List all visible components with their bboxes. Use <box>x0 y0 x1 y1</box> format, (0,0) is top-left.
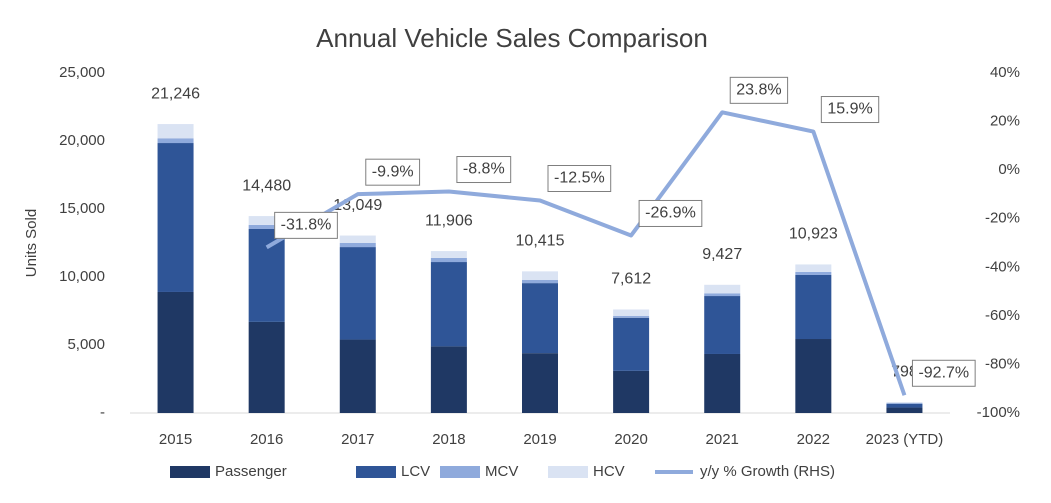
legend-label: y/y % Growth (RHS) <box>700 463 835 480</box>
bar-segment <box>613 317 650 371</box>
data-label: -12.5% <box>554 170 605 187</box>
x-tick-label: 2020 <box>614 431 647 448</box>
data-label-box <box>729 76 789 104</box>
y-tick-label: 5,000 <box>67 336 105 353</box>
x-tick-label: 2021 <box>706 431 739 448</box>
total-label: 7,612 <box>611 271 651 288</box>
data-label: -8.8% <box>463 161 505 178</box>
total-label: 21,246 <box>151 85 200 102</box>
data-label-box <box>456 156 512 184</box>
legend-swatch <box>548 466 588 478</box>
bar-segment <box>886 403 923 408</box>
bar-segment <box>704 293 741 297</box>
bar-segment <box>248 216 285 225</box>
bar-segment <box>339 247 376 340</box>
x-tick-label: 2019 <box>523 431 556 448</box>
bar-segment <box>248 228 285 322</box>
legend-swatch <box>440 466 480 478</box>
bar-segment <box>522 279 558 284</box>
bar-segment <box>886 402 923 404</box>
data-label: -92.7% <box>918 364 969 381</box>
data-label-box <box>638 199 703 227</box>
data-label: 23.8% <box>736 82 781 99</box>
chart-title: Annual Vehicle Sales Comparison <box>316 23 708 53</box>
bar-segment <box>886 407 923 413</box>
bar-segment <box>248 224 285 229</box>
total-label: 10,923 <box>789 226 838 243</box>
y-tick-label: - <box>100 404 105 421</box>
data-label-box <box>820 96 880 124</box>
y-tick-label: 25,000 <box>59 64 105 81</box>
data-label: -31.8% <box>281 217 332 234</box>
x-tick-label: 2022 <box>797 431 830 448</box>
bar-segment <box>522 353 558 413</box>
bar-segment <box>339 339 376 413</box>
bar-segment <box>157 143 194 292</box>
bar-segment <box>522 283 558 354</box>
bar-segment <box>613 316 650 318</box>
growth-line <box>265 110 907 396</box>
y-axis-title: Units Sold <box>23 209 40 277</box>
bar-segment <box>704 353 741 413</box>
y2-tick-label: 20% <box>990 113 1020 130</box>
bar-segment <box>613 309 650 317</box>
bar-segment <box>430 262 467 347</box>
data-label: 15.9% <box>827 101 872 118</box>
y-tick-label: 10,000 <box>59 268 105 285</box>
total-label: 10,415 <box>516 233 565 250</box>
legend-label: MCV <box>485 463 518 480</box>
legend-label: LCV <box>401 463 430 480</box>
total-label: 11,906 <box>425 212 473 229</box>
bar-segment <box>157 124 194 139</box>
bar-segment <box>339 235 376 243</box>
data-label-box <box>911 359 976 387</box>
bar-segment <box>430 251 467 258</box>
bar-segment <box>248 321 285 413</box>
x-tick-label: 2016 <box>250 431 283 448</box>
bar-segment <box>430 257 467 263</box>
data-label: -26.9% <box>645 205 696 222</box>
total-label: 9,427 <box>702 246 742 263</box>
legend-label: HCV <box>593 463 625 480</box>
y2-tick-label: -40% <box>985 258 1020 275</box>
y2-tick-label: -80% <box>985 355 1020 372</box>
bar-segment <box>157 291 194 413</box>
y2-tick-label: 40% <box>990 64 1020 81</box>
bar-segment <box>430 346 467 413</box>
y2-tick-label: -20% <box>985 210 1020 227</box>
data-label-box <box>547 165 612 192</box>
x-tick-label: 2018 <box>432 431 465 448</box>
data-label-box <box>365 158 421 186</box>
total-label: 14,480 <box>242 177 291 194</box>
bar-segment <box>795 264 832 272</box>
bar-segment <box>157 138 194 144</box>
bar-segment <box>795 271 832 275</box>
legend-label: Passenger <box>215 463 287 480</box>
bar-segment <box>795 339 832 413</box>
x-tick-label: 2023 (YTD) <box>866 431 944 448</box>
y-tick-label: 20,000 <box>59 132 105 149</box>
bar-segment <box>613 370 650 413</box>
x-tick-label: 2017 <box>341 431 374 448</box>
y2-tick-label: 0% <box>998 161 1020 178</box>
legend-swatch <box>356 466 396 478</box>
data-label: -9.9% <box>372 163 414 180</box>
y2-tick-label: -60% <box>985 307 1020 324</box>
bar-segment <box>886 403 923 404</box>
bar-segment <box>522 271 558 280</box>
bar-segment <box>795 274 832 340</box>
bar-segment <box>704 296 741 354</box>
bar-segment <box>704 284 741 294</box>
bar-segment <box>339 243 376 248</box>
y2-tick-label: -100% <box>977 404 1020 421</box>
data-label-box <box>274 211 338 239</box>
y-tick-label: 15,000 <box>59 200 105 217</box>
x-tick-label: 2015 <box>159 431 192 448</box>
legend-swatch <box>170 466 210 478</box>
